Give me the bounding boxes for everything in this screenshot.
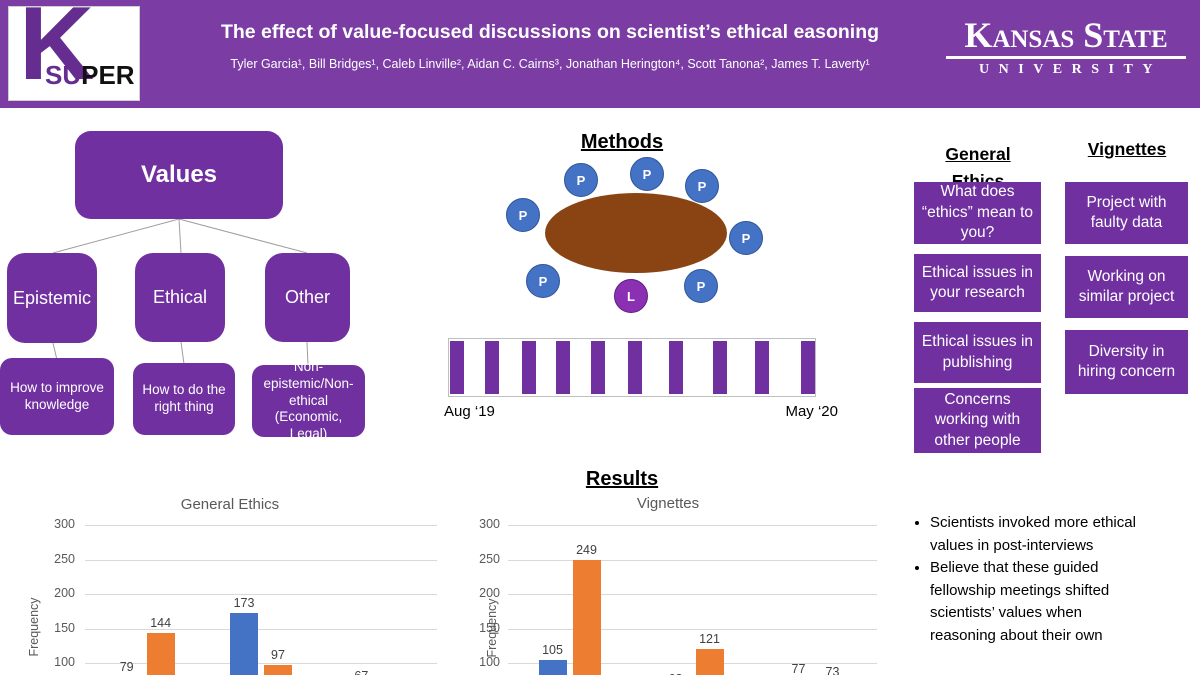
y-axis-tick-label: 100: [54, 655, 75, 669]
header-band: K SUPER The effect of value-focused disc…: [0, 0, 1200, 108]
y-axis-tick-label: 250: [54, 551, 75, 566]
vignettes-topic-3: Diversity in hiring concern: [1065, 330, 1188, 394]
poster-title: The effect of value-focused discussions …: [220, 21, 880, 44]
y-axis-tick-label: 150: [479, 620, 500, 635]
bar-value-label: 62: [656, 672, 696, 675]
bar-value-label: 105: [542, 642, 563, 657]
university-logo: Kansas State UNIVERSITY: [946, 15, 1186, 78]
ksuper-logo-super: SUPER: [45, 60, 135, 91]
bar-value-label: 77: [791, 661, 806, 675]
chart-gridline: [508, 663, 877, 664]
bar-value-label: 97: [271, 648, 285, 663]
poster-authors: Tyler Garcia¹, Bill Bridges¹, Caleb Linv…: [230, 56, 870, 71]
chart-gridline: [85, 628, 437, 630]
chart-gridline: [508, 559, 877, 561]
participant-circle: P: [526, 264, 560, 298]
chart-gridline: [85, 525, 437, 526]
university-logo-word: UNIVERSITY: [979, 62, 1162, 77]
timeline-stripe: [450, 341, 464, 394]
timeline-stripe: [627, 341, 642, 394]
ksuper-logo-su: SU: [45, 60, 82, 90]
vignettes-topic-2: Working on similar project: [1065, 256, 1188, 318]
chart-gridline: [508, 628, 877, 630]
chart-title-general-ethics: General Ethics: [180, 496, 280, 513]
ksuper-logo-per: PER: [81, 60, 135, 90]
general-ethics-topic-2: Ethical issues in your research: [914, 254, 1041, 312]
bar-value-label: 121: [699, 631, 720, 646]
timeline-stripe: [484, 341, 499, 394]
values-sub-ethical: How to do the right thing: [133, 363, 235, 435]
general-ethics-topic-1: What does “ethics” mean to you?: [914, 182, 1041, 244]
timeline-stripe: [556, 341, 571, 394]
timeline-end-label: May ‘20: [785, 403, 838, 420]
bar-value-label: 67: [341, 669, 381, 675]
bar-orange-1: [146, 632, 175, 675]
chart-gridline: [85, 663, 437, 664]
y-axis-tick-label: 250: [479, 551, 500, 566]
participant-circle: P: [630, 157, 664, 191]
timeline-stripe: [801, 341, 815, 394]
vignettes-heading: Vignettes: [1087, 138, 1167, 159]
values-child-ethical: Ethical: [135, 253, 225, 342]
values-child-epistemic: Epistemic: [7, 253, 97, 343]
ksuper-logo-k: K: [19, 6, 95, 101]
general-ethics-topic-4: Concerns working with other people: [914, 388, 1041, 453]
participant-circle: P: [729, 221, 763, 255]
y-axis-tick-label: 100: [479, 655, 500, 669]
chart-gridline: [85, 559, 437, 561]
bullet-item: Scientists invoked more ethical values i…: [930, 512, 1150, 557]
bar-orange-1: [572, 560, 601, 675]
chart-gridline: [508, 525, 877, 526]
y-axis-tick-label: 200: [54, 586, 75, 600]
bar-orange-2: [264, 665, 292, 675]
bar-orange-2: [695, 648, 724, 675]
meeting-timeline: [448, 338, 816, 397]
general-ethics-topic-3: Ethical issues in publishing: [914, 322, 1041, 383]
discussion-table-ellipse: [545, 193, 727, 273]
bar-value-label: 79: [119, 660, 134, 675]
bar-value-label: 173: [233, 595, 255, 610]
chart-gridline: [508, 594, 877, 595]
bar-blue-2: [230, 612, 258, 675]
participant-circle: P: [684, 269, 718, 303]
y-axis-tick-label: 150: [54, 620, 75, 635]
timeline-stripe: [591, 341, 606, 394]
results-bullets: Scientists invoked more ethical values i…: [908, 512, 1150, 647]
participant-circle: P: [685, 169, 719, 203]
bar-blue-1: [538, 659, 567, 675]
vignettes-topic-1: Project with faulty data: [1065, 182, 1188, 244]
y-axis-tick-label: 300: [479, 517, 500, 531]
values-sub-epistemic: How to improve knowledge: [0, 358, 114, 435]
y-axis-tick-label: 200: [479, 586, 500, 600]
bar-value-label: 249: [576, 543, 597, 558]
university-logo-name: Kansas State: [946, 15, 1186, 59]
timeline-stripe: [521, 341, 536, 394]
bar-value-label: 73: [825, 664, 840, 675]
timeline-stripe: [668, 341, 683, 394]
y-axis-tick-label: 300: [54, 517, 75, 531]
bar-value-label: 144: [150, 615, 172, 630]
participant-circle: P: [506, 198, 540, 232]
values-root-box: Values: [75, 131, 283, 219]
timeline-stripe: [712, 341, 727, 394]
participant-circle: P: [564, 163, 598, 197]
bullet-item: Believe that these guided fellowship mee…: [930, 557, 1150, 647]
timeline-start-label: Aug ‘19: [444, 403, 495, 420]
methods-heading: Methods: [580, 130, 664, 153]
results-heading: Results: [585, 467, 659, 490]
ksuper-logo: K SUPER: [8, 6, 140, 101]
values-child-other: Other: [265, 253, 350, 342]
chart-gridline: [85, 594, 437, 595]
chart-title-vignettes: Vignettes: [636, 495, 700, 512]
timeline-stripe: [755, 341, 770, 394]
leader-circle: L: [614, 279, 648, 313]
